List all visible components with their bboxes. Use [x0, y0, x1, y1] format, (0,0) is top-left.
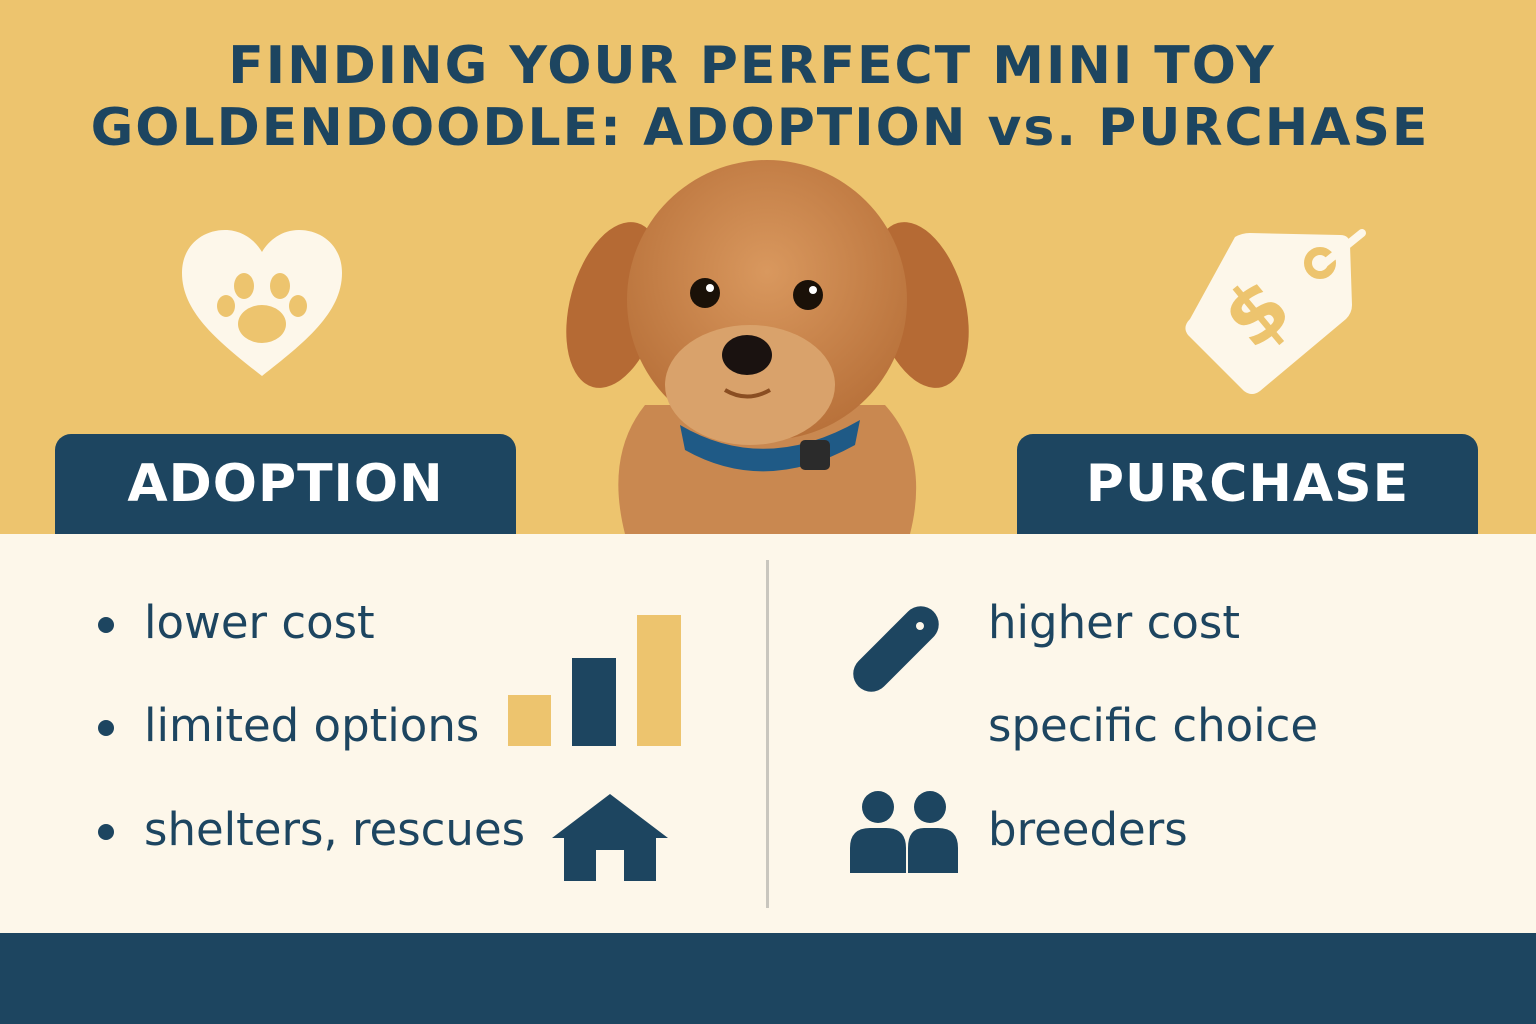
footer-band [0, 933, 1536, 1024]
puppy-photo [566, 160, 969, 534]
adoption-header: ADOPTION [55, 434, 516, 534]
people-icon [850, 791, 958, 873]
heart-paw-icon [182, 230, 342, 376]
purchase-header: PURCHASE [1017, 434, 1478, 534]
bullet [98, 720, 114, 736]
title-line-1: FINDING YOUR PERFECT MINI TOY [228, 36, 1276, 96]
divider [766, 560, 769, 908]
house-icon [552, 794, 668, 881]
purchase-item: breeders [988, 803, 1188, 856]
bullet [98, 824, 114, 840]
tag-icon [853, 606, 939, 692]
purchase-item: specific choice [988, 699, 1319, 752]
bar-chart-icon [508, 615, 681, 746]
bullet [98, 617, 114, 633]
adoption-item: shelters, rescues [144, 803, 526, 856]
price-tag-dollar-icon: $ [1185, 229, 1366, 394]
purchase-item: higher cost [988, 596, 1240, 649]
adoption-item: limited options [144, 699, 480, 752]
adoption-item: lower cost [144, 596, 375, 649]
title-line-2: GOLDENDOODLE: ADOPTION vs. PURCHASE [90, 98, 1430, 158]
